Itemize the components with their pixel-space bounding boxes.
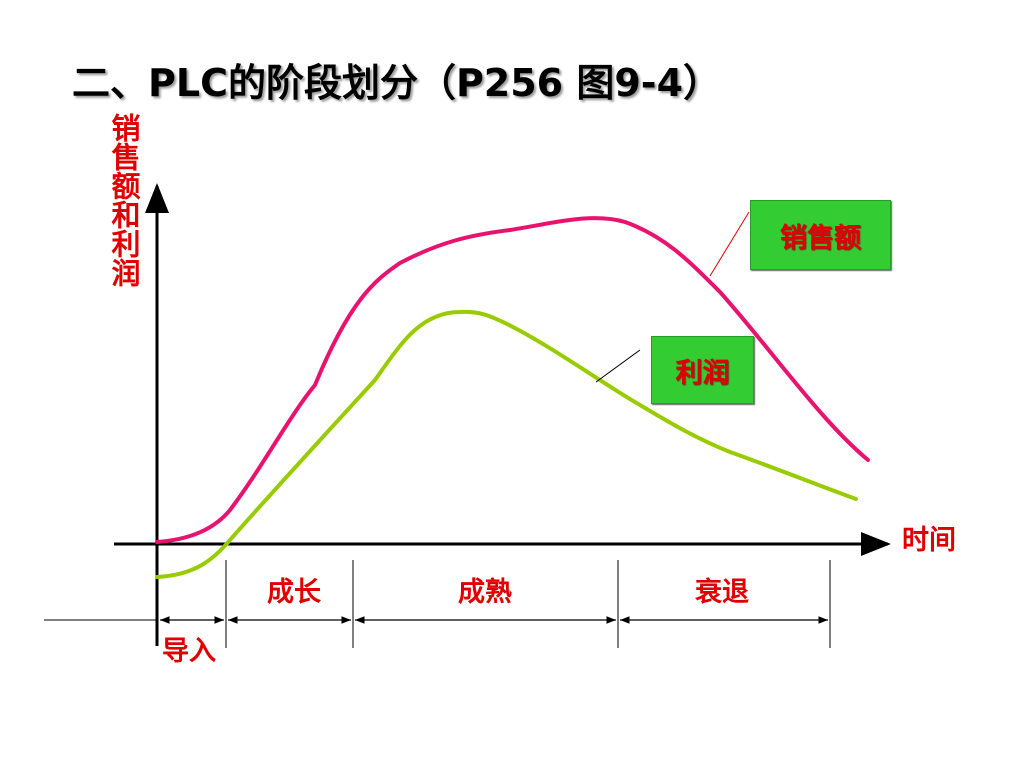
legend-sales: 销售额 bbox=[750, 200, 891, 270]
legend-profit: 利润 bbox=[651, 336, 754, 404]
sales-curve bbox=[155, 216, 870, 544]
profit-leader-line bbox=[595, 349, 641, 383]
stage-label-growth: 成长 bbox=[267, 577, 322, 608]
sales-leader-line bbox=[709, 211, 750, 277]
slide-title: 二、PLC的阶段划分（P256 图9-4） bbox=[72, 61, 722, 105]
stage-label-decline: 衰退 bbox=[695, 576, 749, 608]
stage-label-maturity: 成熟 bbox=[458, 576, 512, 608]
stage-label-intro: 导入 bbox=[162, 636, 216, 667]
profit-curve bbox=[155, 309, 858, 579]
y-axis-label: 销售额和利润 bbox=[107, 113, 141, 287]
x-axis-label: 时间 bbox=[902, 525, 956, 556]
